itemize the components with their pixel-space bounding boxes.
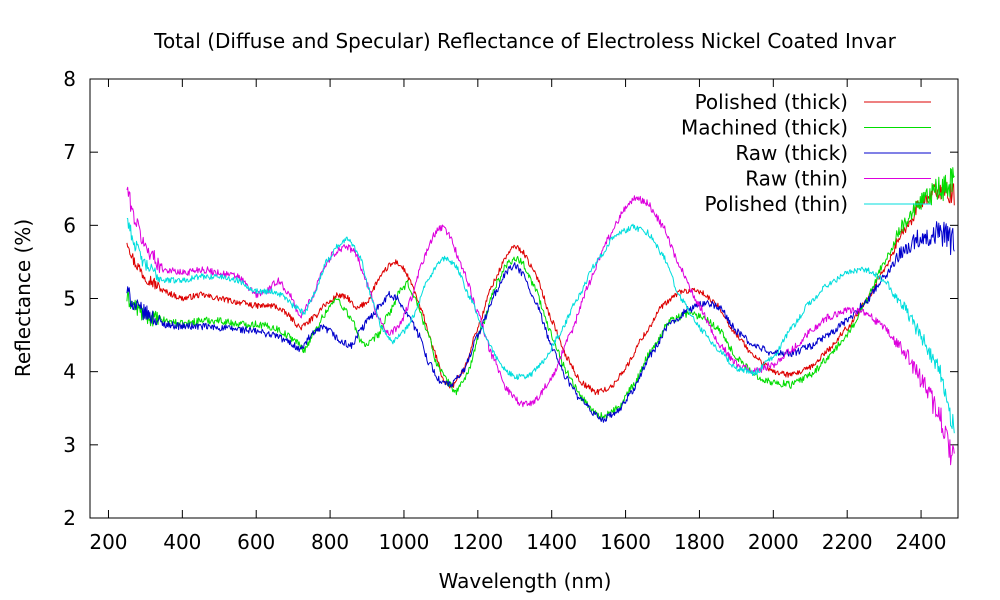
legend-label: Polished (thick) <box>695 90 848 114</box>
series-line-polished-thick <box>126 181 955 396</box>
x-tick-label: 1800 <box>674 530 725 554</box>
x-tick-label: 1400 <box>526 530 577 554</box>
series-line-raw-thick <box>126 221 955 423</box>
x-tick-label: 600 <box>237 530 275 554</box>
series-line-polished-thin <box>126 217 955 434</box>
x-tick-label: 2200 <box>822 530 873 554</box>
legend: Polished (thick)Machined (thick)Raw (thi… <box>681 90 931 216</box>
x-tick-label: 800 <box>311 530 349 554</box>
y-tick-label: 2 <box>63 506 76 530</box>
axis-ticks: 200 400 600 800 1000 1200 1400 1600 1800 2000 2200… <box>63 67 958 554</box>
x-axis-label: Wavelength (nm) <box>439 569 612 593</box>
y-tick-label: 4 <box>63 360 76 384</box>
series-line-machined-thick <box>126 167 955 421</box>
legend-label: Polished (thin) <box>704 192 848 216</box>
legend-label: Raw (thin) <box>745 167 848 191</box>
x-tick-label: 400 <box>163 530 201 554</box>
x-tick-label: 1600 <box>600 530 651 554</box>
y-tick-label: 6 <box>63 213 76 237</box>
series-lines <box>126 167 955 466</box>
x-tick-label: 2000 <box>748 530 799 554</box>
legend-label: Machined (thick) <box>681 116 848 140</box>
plot-frame <box>89 78 959 519</box>
y-tick-label: 7 <box>63 140 76 164</box>
x-tick-label: 2400 <box>896 530 947 554</box>
legend-label: Raw (thick) <box>735 141 848 165</box>
y-tick-label: 3 <box>63 433 76 457</box>
y-tick-label: 5 <box>63 287 76 311</box>
chart-title: Total (Diffuse and Specular) Reflectance… <box>153 29 897 53</box>
x-tick-label: 1200 <box>452 530 503 554</box>
y-tick-label: 8 <box>63 67 76 91</box>
y-axis-label: Reflectance (%) <box>11 219 35 377</box>
x-tick-label: 200 <box>89 530 127 554</box>
x-tick-label: 1000 <box>379 530 430 554</box>
